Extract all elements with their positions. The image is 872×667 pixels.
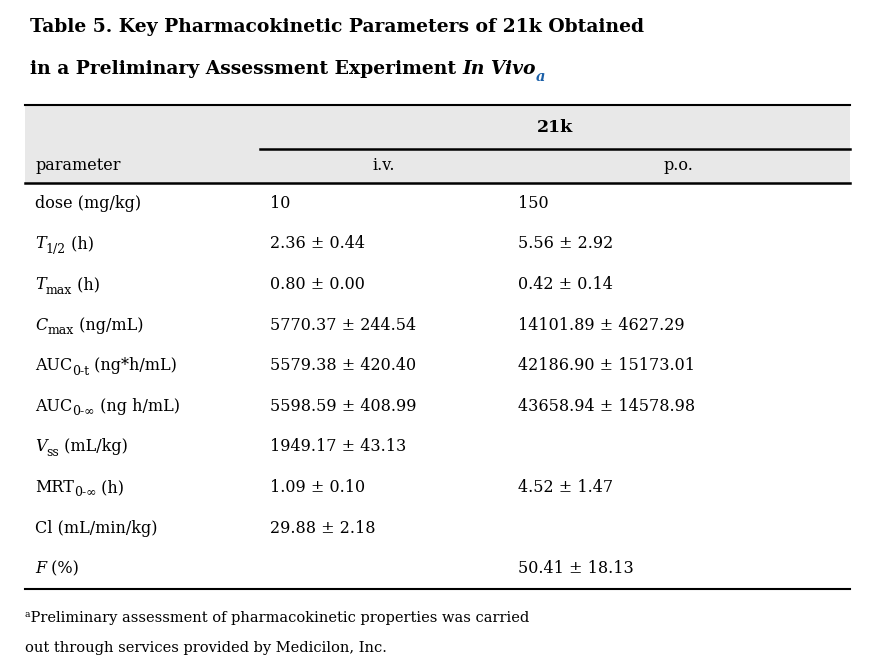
Text: 50.41 ± 18.13: 50.41 ± 18.13 (518, 560, 633, 577)
Text: 0.42 ± 0.14: 0.42 ± 0.14 (518, 276, 612, 293)
Text: 10: 10 (270, 195, 290, 212)
Text: V: V (35, 438, 46, 456)
Text: (h): (h) (97, 479, 125, 496)
Text: 0-∞: 0-∞ (72, 406, 95, 418)
Text: parameter: parameter (35, 157, 120, 175)
Text: 1.09 ± 0.10: 1.09 ± 0.10 (270, 479, 365, 496)
Text: Table 5. Key Pharmacokinetic Parameters of 21k Obtained: Table 5. Key Pharmacokinetic Parameters … (30, 18, 644, 36)
Text: AUC: AUC (35, 358, 72, 374)
Text: 0.80 ± 0.00: 0.80 ± 0.00 (270, 276, 365, 293)
Text: (ng*h/mL): (ng*h/mL) (89, 358, 177, 374)
Text: 21k: 21k (537, 119, 573, 135)
Text: F: F (35, 560, 46, 577)
Text: 0-∞: 0-∞ (74, 486, 97, 500)
Text: (h): (h) (72, 276, 100, 293)
Text: (mL/kg): (mL/kg) (59, 438, 128, 456)
Text: 5579.38 ± 420.40: 5579.38 ± 420.40 (270, 358, 416, 374)
Text: (ng h/mL): (ng h/mL) (95, 398, 180, 415)
Text: 43658.94 ± 14578.98: 43658.94 ± 14578.98 (518, 398, 695, 415)
Text: max: max (47, 324, 73, 337)
Text: 1/2: 1/2 (45, 243, 65, 256)
Text: In Vivo: In Vivo (463, 60, 536, 78)
Bar (25, 105, 850, 183)
Text: 5770.37 ± 244.54: 5770.37 ± 244.54 (270, 317, 416, 334)
Text: 5598.59 ± 408.99: 5598.59 ± 408.99 (270, 398, 417, 415)
Text: ᵃPreliminary assessment of pharmacokinetic properties was carried: ᵃPreliminary assessment of pharmacokinet… (25, 611, 529, 625)
Text: p.o.: p.o. (664, 157, 694, 175)
Text: i.v.: i.v. (372, 157, 395, 175)
Text: T: T (35, 276, 45, 293)
Text: (ng/mL): (ng/mL) (73, 317, 143, 334)
Text: 150: 150 (518, 195, 548, 212)
Text: 5.56 ± 2.92: 5.56 ± 2.92 (518, 235, 613, 252)
Text: C: C (35, 317, 47, 334)
Text: ss: ss (46, 446, 59, 459)
Text: a: a (536, 70, 546, 84)
Text: in a Preliminary Assessment Experiment: in a Preliminary Assessment Experiment (30, 60, 463, 78)
Text: 4.52 ± 1.47: 4.52 ± 1.47 (518, 479, 613, 496)
Text: MRT: MRT (35, 479, 74, 496)
Text: dose (mg/kg): dose (mg/kg) (35, 195, 141, 212)
Text: Cl (mL/min/kg): Cl (mL/min/kg) (35, 520, 158, 536)
Text: 29.88 ± 2.18: 29.88 ± 2.18 (270, 520, 376, 536)
Text: (h): (h) (65, 235, 94, 252)
Text: (%): (%) (46, 560, 79, 577)
Text: out through services provided by Medicilon, Inc.: out through services provided by Medicil… (25, 641, 387, 655)
Text: 42186.90 ± 15173.01: 42186.90 ± 15173.01 (518, 358, 695, 374)
Text: 14101.89 ± 4627.29: 14101.89 ± 4627.29 (518, 317, 685, 334)
Text: max: max (45, 283, 72, 297)
Text: 1949.17 ± 43.13: 1949.17 ± 43.13 (270, 438, 406, 456)
Text: AUC: AUC (35, 398, 72, 415)
Text: T: T (35, 235, 45, 252)
Text: 2.36 ± 0.44: 2.36 ± 0.44 (270, 235, 365, 252)
Text: 0-t: 0-t (72, 365, 89, 378)
